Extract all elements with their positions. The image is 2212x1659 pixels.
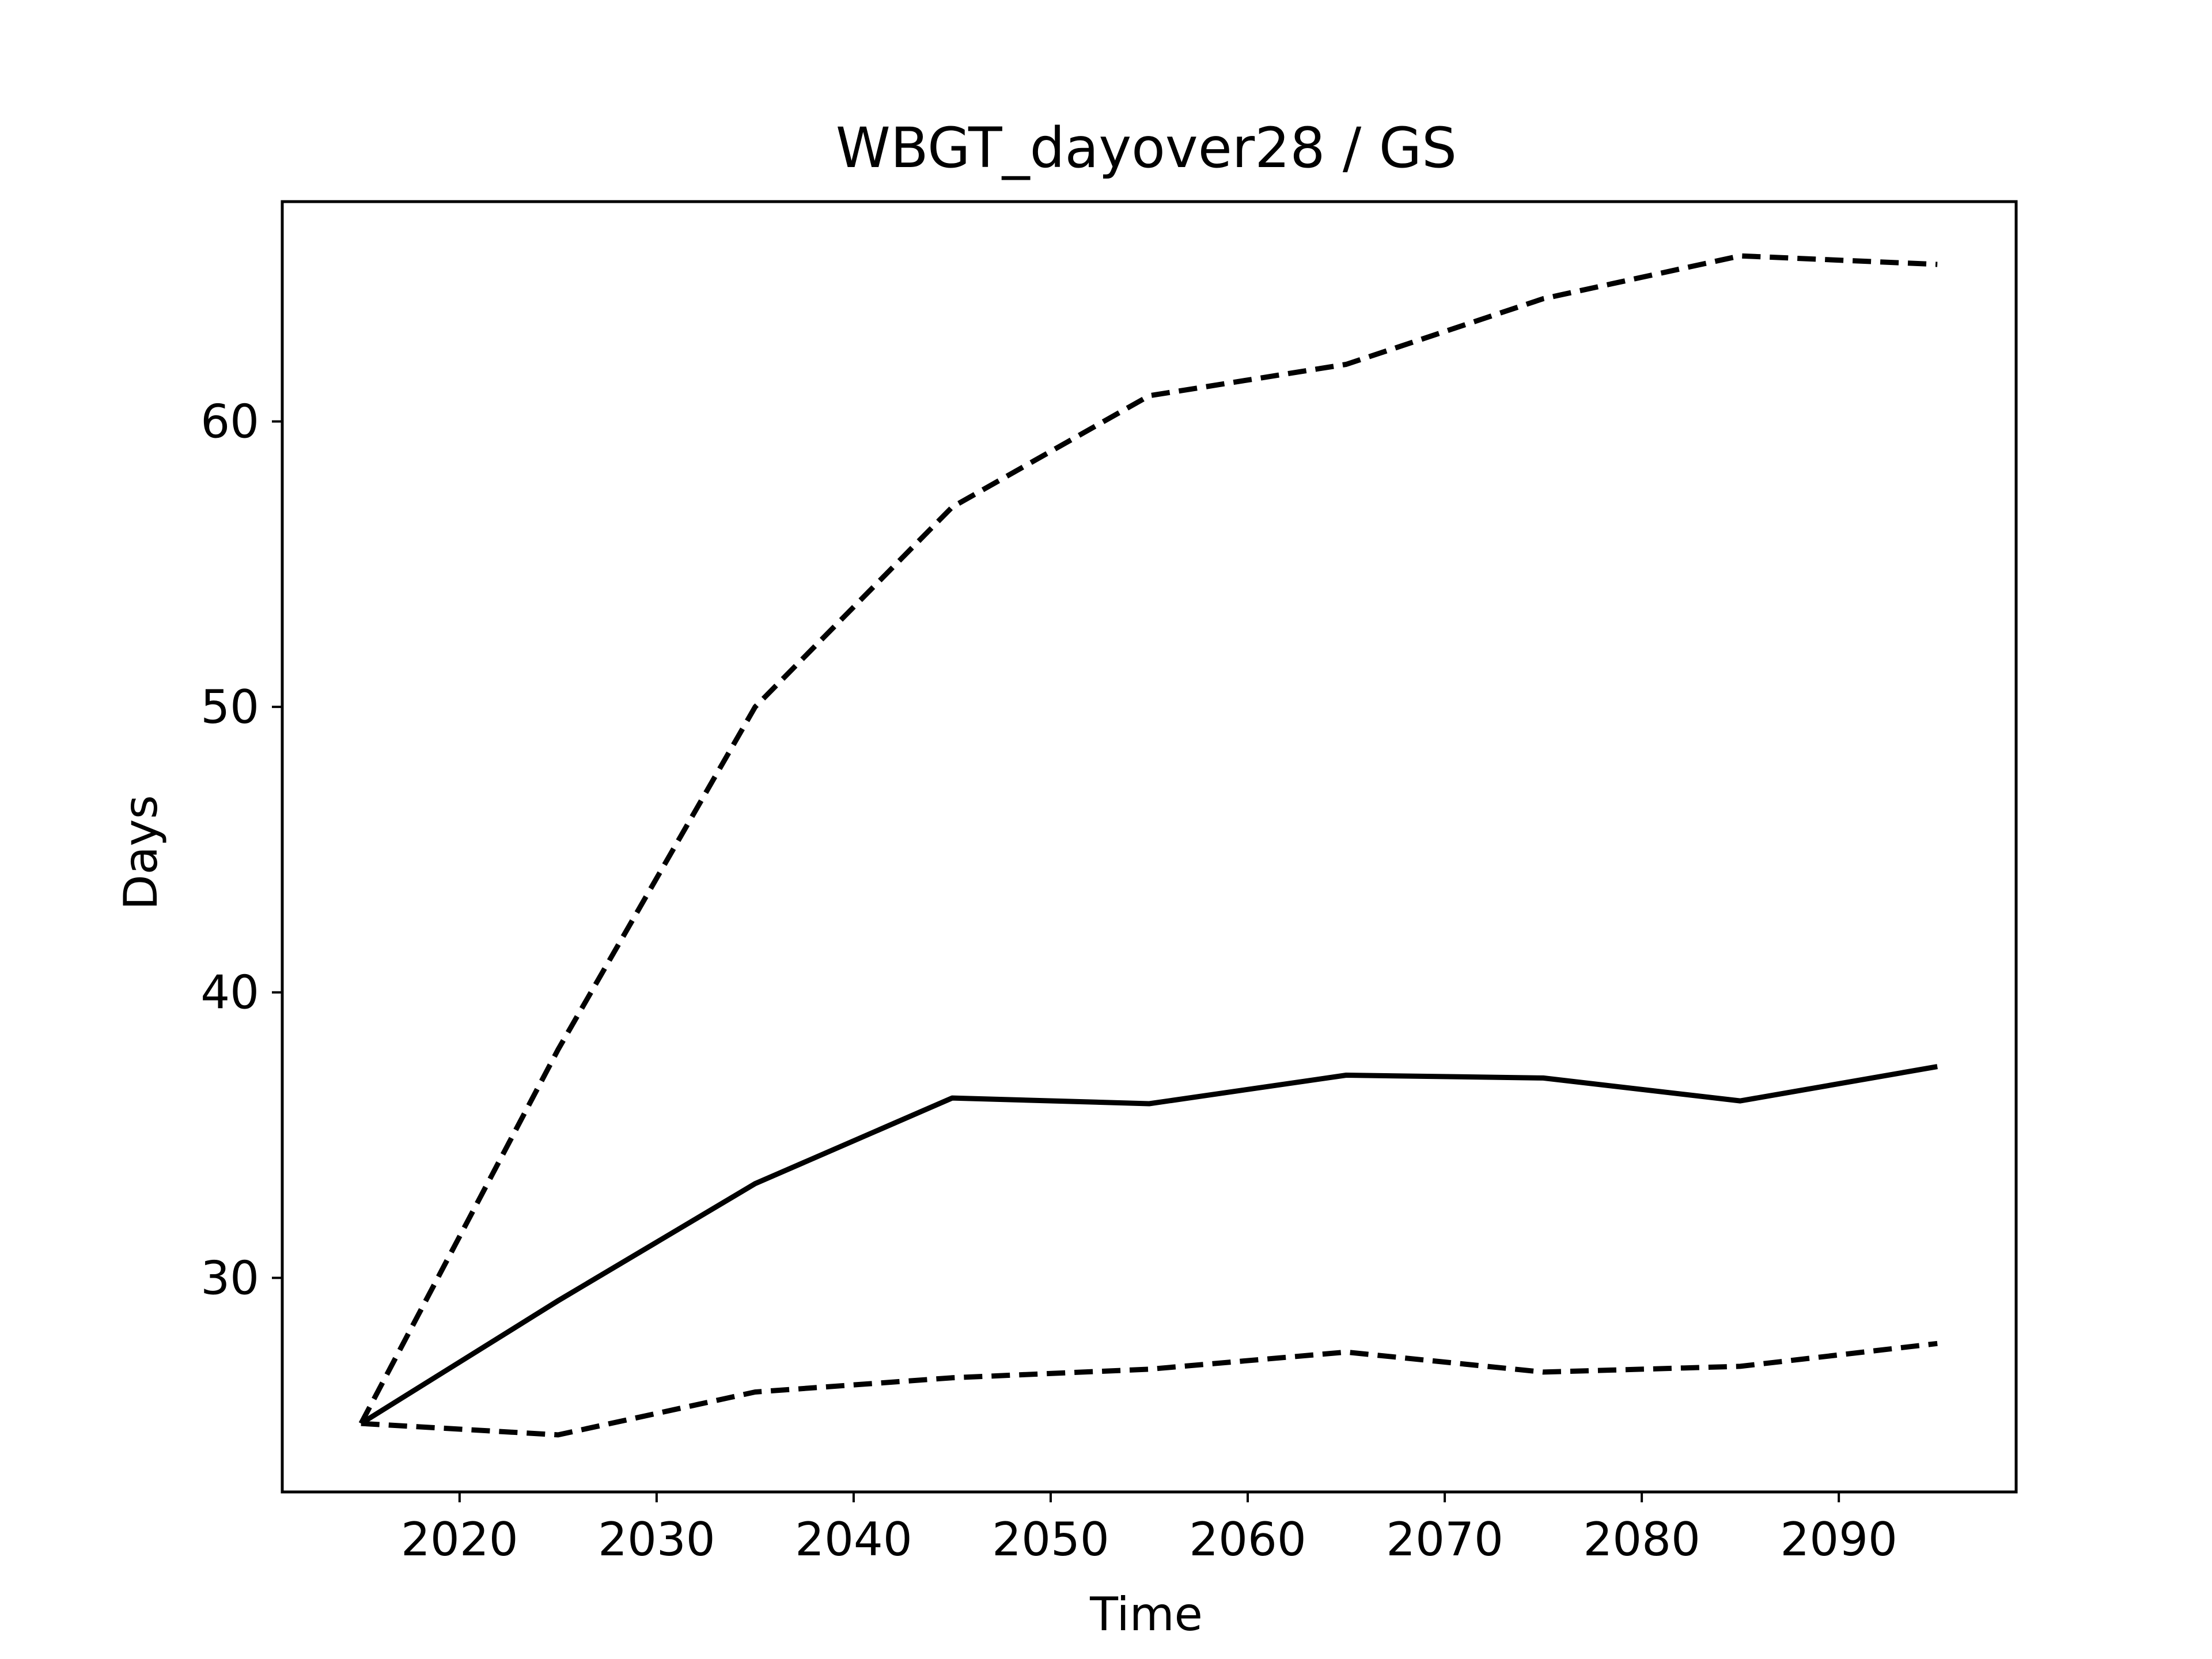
y-tick-label: 60 xyxy=(200,395,259,449)
y-tick-label: 30 xyxy=(200,1251,259,1305)
y-tick-label: 50 xyxy=(200,680,259,734)
series-line-2-solid xyxy=(359,1064,1938,1426)
y-axis-label: Days xyxy=(114,795,168,910)
y-tick-label: 40 xyxy=(200,966,259,1020)
x-axis: 2020 2030 2040 2050 2060 2070 2080 2090 xyxy=(401,1492,1897,1566)
series-line-3-dashed xyxy=(361,1340,1938,1438)
series-line-1-dashed xyxy=(358,253,1938,1425)
plot-area xyxy=(358,253,1938,1438)
x-tick-label: 2040 xyxy=(795,1513,912,1566)
x-tick-label: 2080 xyxy=(1583,1513,1700,1566)
x-tick-label: 2030 xyxy=(598,1513,715,1566)
y-axis: 30 40 50 60 xyxy=(200,395,282,1305)
x-tick-label: 2060 xyxy=(1189,1513,1306,1566)
x-tick-label: 2050 xyxy=(992,1513,1109,1566)
x-tick-label: 2070 xyxy=(1386,1513,1503,1566)
chart-title: WBGT_dayover28 / GS xyxy=(836,116,1457,180)
x-axis-label: Time xyxy=(1089,1588,1203,1641)
x-tick-label: 2020 xyxy=(401,1513,518,1566)
plot-frame xyxy=(281,200,2018,1494)
x-tick-label: 2090 xyxy=(1780,1513,1897,1566)
